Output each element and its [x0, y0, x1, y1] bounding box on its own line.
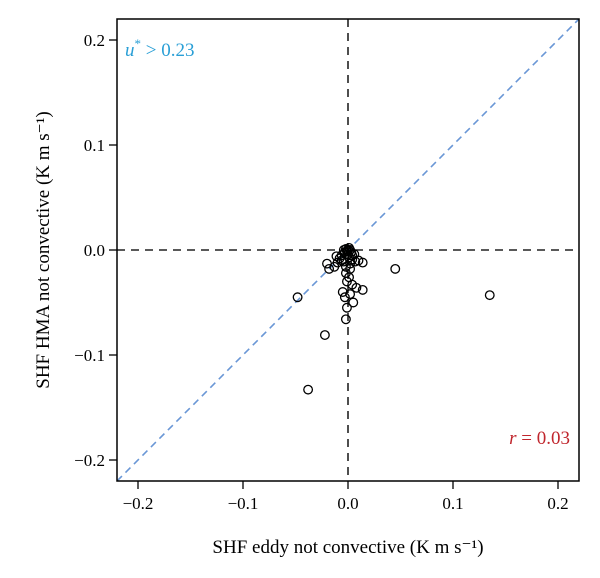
x-tick-label: 0.2 — [547, 494, 568, 513]
data-point — [339, 292, 350, 303]
x-axis-title: SHF eddy not convective (K m s⁻¹) — [212, 537, 483, 558]
data-point — [340, 314, 351, 325]
y-axis-title: SHF HMA not convective (K m s⁻¹) — [33, 111, 54, 389]
x-tick-label: −0.2 — [123, 494, 154, 513]
x-tick-label: 0.0 — [337, 494, 358, 513]
data-point — [390, 263, 401, 274]
data-point — [344, 252, 355, 263]
y-axis: −0.2 −0.1 0.0 0.1 0.2 — [74, 31, 117, 470]
y-tick-label: 0.1 — [84, 136, 105, 155]
data-point — [357, 284, 368, 295]
plot-area — [117, 19, 579, 481]
bottom-right-annotation: r = 0.03 — [509, 428, 570, 449]
data-point — [337, 287, 348, 297]
x-axis: −0.2 −0.1 0.0 0.1 0.2 — [123, 481, 569, 513]
y-tick-label: 0.2 — [84, 31, 105, 50]
data-point — [348, 297, 359, 308]
data-points — [292, 242, 495, 395]
data-point — [303, 384, 314, 395]
data-point — [324, 263, 335, 274]
data-point — [340, 261, 351, 272]
x-tick-label: −0.1 — [228, 494, 259, 513]
y-tick-label: 0.0 — [84, 241, 105, 260]
top-left-annotation: u* > 0.23 — [125, 36, 194, 61]
data-point — [338, 245, 349, 255]
data-point — [484, 290, 495, 301]
data-point — [345, 289, 356, 300]
data-point — [292, 292, 303, 303]
data-point — [342, 302, 352, 313]
data-point — [319, 330, 330, 341]
data-point — [349, 249, 360, 260]
x-tick-label: 0.1 — [442, 494, 463, 513]
y-tick-label: −0.1 — [74, 346, 105, 365]
y-tick-label: −0.2 — [74, 451, 105, 470]
